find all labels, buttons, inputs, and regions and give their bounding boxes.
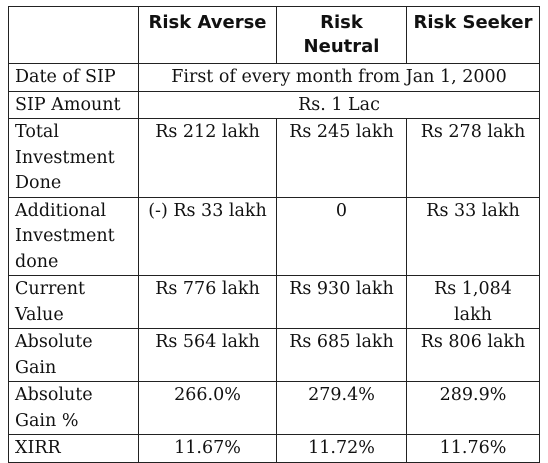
header-corner — [8, 6, 139, 64]
row-label: Absolute Gain % — [8, 381, 139, 435]
row-additional-investment: Additional Investment done (-) Rs 33 lak… — [8, 196, 540, 276]
row-total-investment: Total Investment Done Rs 212 lakh Rs 245… — [8, 118, 540, 198]
cell-risk-averse: Rs 776 lakh — [138, 275, 277, 329]
sip-comparison-table-wrapper: Risk Averse Risk Neutral Risk Seeker Dat… — [8, 6, 540, 463]
cell-risk-neutral: 279.4% — [276, 381, 407, 435]
row-label: XIRR — [8, 434, 139, 463]
cell-risk-seeker: Rs 1,084 lakh — [406, 275, 540, 329]
cell-risk-seeker: 11.76% — [406, 434, 540, 463]
sip-comparison-table: Risk Averse Risk Neutral Risk Seeker Dat… — [8, 6, 540, 463]
row-label: Current Value — [8, 275, 139, 329]
row-date-of-sip: Date of SIP First of every month from Ja… — [8, 63, 540, 92]
row-label: Additional Investment done — [8, 196, 139, 276]
row-absolute-gain: Absolute Gain Rs 564 lakh Rs 685 lakh Rs… — [8, 328, 540, 382]
row-label: Absolute Gain — [8, 328, 139, 382]
cell-risk-seeker: Rs 33 lakh — [406, 196, 540, 276]
row-sip-amount: SIP Amount Rs. 1 Lac — [8, 90, 540, 119]
cell-risk-averse: 266.0% — [138, 381, 277, 435]
row-current-value: Current Value Rs 776 lakh Rs 930 lakh Rs… — [8, 275, 540, 329]
cell-risk-neutral: Rs 685 lakh — [276, 328, 407, 382]
header-risk-seeker: Risk Seeker — [406, 6, 540, 64]
cell-risk-averse: Rs 564 lakh — [138, 328, 277, 382]
row-label: Date of SIP — [8, 63, 139, 92]
merged-cell: First of every month from Jan 1, 2000 — [138, 63, 540, 92]
cell-risk-neutral: 11.72% — [276, 434, 407, 463]
header-risk-averse: Risk Averse — [138, 6, 277, 64]
merged-cell: Rs. 1 Lac — [138, 90, 540, 119]
cell-risk-seeker: 289.9% — [406, 381, 540, 435]
row-label: SIP Amount — [8, 90, 139, 119]
cell-risk-averse: Rs 212 lakh — [138, 118, 277, 198]
row-label: Total Investment Done — [8, 118, 139, 198]
cell-risk-neutral: Rs 930 lakh — [276, 275, 407, 329]
cell-risk-neutral: Rs 245 lakh — [276, 118, 407, 198]
cell-risk-averse: (-) Rs 33 lakh — [138, 196, 277, 276]
header-risk-neutral: Risk Neutral — [276, 6, 407, 64]
row-absolute-gain-percent: Absolute Gain % 266.0% 279.4% 289.9% — [8, 381, 540, 435]
cell-risk-seeker: Rs 806 lakh — [406, 328, 540, 382]
cell-risk-seeker: Rs 278 lakh — [406, 118, 540, 198]
cell-risk-averse: 11.67% — [138, 434, 277, 463]
cell-risk-neutral: 0 — [276, 196, 407, 276]
row-xirr: XIRR 11.67% 11.72% 11.76% — [8, 434, 540, 463]
header-row: Risk Averse Risk Neutral Risk Seeker — [8, 6, 540, 64]
